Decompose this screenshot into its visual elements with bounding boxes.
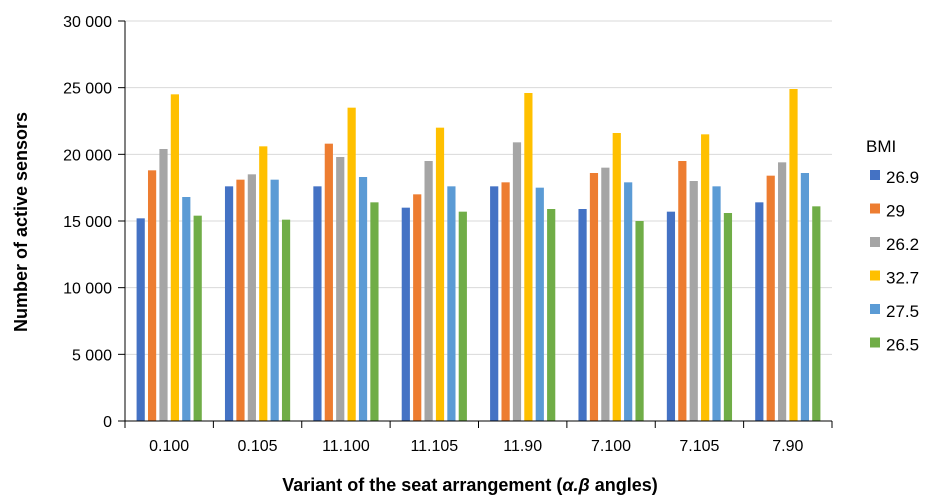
- bar-26-9-7-100: [578, 209, 587, 421]
- bar-26-9-7-105: [666, 211, 676, 421]
- y-axis: 0 5 000 10 000 15 000 20 000 25 000 30 000: [63, 14, 126, 431]
- legend-swatch: [870, 203, 880, 214]
- bar-27-5-11-90: [535, 187, 544, 421]
- x-axis: 0.100 0.105 11.100 11.105 11.90 7.100 7.105 7.9…: [124, 420, 833, 455]
- bar-26-2-7-105: [689, 181, 698, 421]
- bar-26-2-7-100: [601, 167, 610, 421]
- legend-title: BMI: [866, 137, 896, 156]
- y-tick-label: 25 000: [63, 81, 112, 98]
- bars: [136, 89, 821, 422]
- bar-32-7-11-100: [347, 107, 356, 422]
- y-tick-label: 30 000: [63, 14, 112, 31]
- bar-26-9-7-90: [755, 202, 764, 421]
- bar-29-7-90: [766, 175, 775, 421]
- x-tick-label: 7.105: [679, 438, 719, 455]
- bar-26-5-0-100: [193, 215, 202, 421]
- y-tick-label: 20 000: [63, 147, 112, 164]
- legend-swatch: [870, 237, 880, 247]
- legend-swatch: [870, 170, 880, 180]
- bar-27-5-11-105: [447, 186, 456, 421]
- bar-32-7-11-90: [524, 93, 533, 421]
- x-axis-title-symbols: α.β: [562, 475, 589, 495]
- x-tick-label: 7.90: [772, 438, 803, 455]
- bar-26-9-11-105: [401, 207, 410, 421]
- bar-26-2-11-90: [512, 142, 522, 422]
- bar-26-2-7-90: [778, 162, 787, 422]
- bar-32-7-11-105: [435, 127, 445, 422]
- bar-26-9-11-90: [490, 186, 499, 421]
- bar-26-9-0-105: [224, 186, 234, 421]
- legend-swatch: [870, 304, 880, 314]
- x-axis-title-suffix: angles): [590, 475, 658, 495]
- x-tick-label: 11.90: [503, 438, 542, 455]
- bar-27-5-11-100: [358, 177, 368, 421]
- bar-29-7-105: [678, 161, 687, 421]
- bar-29-0-100: [147, 170, 157, 421]
- bar-27-5-7-100: [624, 182, 633, 421]
- y-tick-label: 5 000: [72, 347, 112, 364]
- bar-27-5-0-100: [182, 197, 191, 421]
- legend-label: 26.5: [886, 336, 919, 355]
- bar-29-0-105: [236, 179, 245, 421]
- x-tick-label: 0.105: [238, 438, 278, 455]
- x-tick-label: 7.100: [591, 438, 631, 455]
- bar-26-5-11-90: [547, 209, 556, 421]
- bar-32-7-0-100: [170, 94, 179, 421]
- bar-29-11-90: [501, 182, 510, 421]
- bar-26-2-11-105: [424, 161, 433, 421]
- bar-27-5-7-90: [800, 173, 810, 421]
- legend-label: 26.2: [886, 235, 919, 254]
- bar-26-5-11-105: [458, 211, 467, 421]
- bar-29-7-100: [589, 173, 599, 421]
- bar-26-5-0-105: [281, 219, 291, 421]
- legend-label: 29: [886, 202, 905, 221]
- bar-26-2-0-100: [159, 149, 168, 421]
- legend-label: 27.5: [886, 302, 919, 321]
- y-tick-label: 0: [103, 414, 112, 431]
- bar-26-2-0-105: [247, 174, 256, 421]
- bar-26-5-7-105: [723, 213, 733, 421]
- y-tick-label: 15 000: [63, 214, 112, 231]
- bar-26-9-0-100: [136, 218, 145, 421]
- legend-swatch: [870, 270, 880, 281]
- legend-label: 26.9: [886, 168, 919, 187]
- x-tick-label: 0.100: [149, 438, 189, 455]
- bar-27-5-0-105: [270, 179, 279, 421]
- legend-label: 32.7: [886, 269, 919, 288]
- bar-32-7-7-90: [789, 89, 798, 421]
- bar-32-7-7-100: [612, 133, 621, 421]
- bar-26-5-7-100: [635, 221, 644, 421]
- bar-29-11-100: [324, 143, 333, 421]
- bar-29-11-105: [413, 194, 422, 421]
- bar-27-5-7-105: [712, 186, 721, 421]
- bar-26-5-7-90: [812, 206, 821, 421]
- y-tick-label: 10 000: [63, 281, 112, 298]
- bar-26-5-11-100: [370, 202, 379, 421]
- x-axis-title: Variant of the seat arrangement (α.β ang…: [282, 475, 657, 495]
- x-tick-label: 11.100: [322, 438, 370, 455]
- bar-26-9-11-100: [313, 186, 322, 421]
- bar-32-7-7-105: [701, 134, 710, 422]
- x-axis-title-prefix: Variant of the seat arrangement (: [282, 475, 562, 495]
- legend-swatch: [870, 337, 880, 348]
- x-tick-label: 11.105: [410, 438, 458, 455]
- bar-26-2-11-100: [336, 157, 345, 421]
- legend: BMI 26.9 29 26.2 32.7 27.5 26.5: [866, 137, 919, 355]
- bar-32-7-0-105: [259, 146, 268, 422]
- y-axis-title: Number of active sensors: [11, 112, 31, 332]
